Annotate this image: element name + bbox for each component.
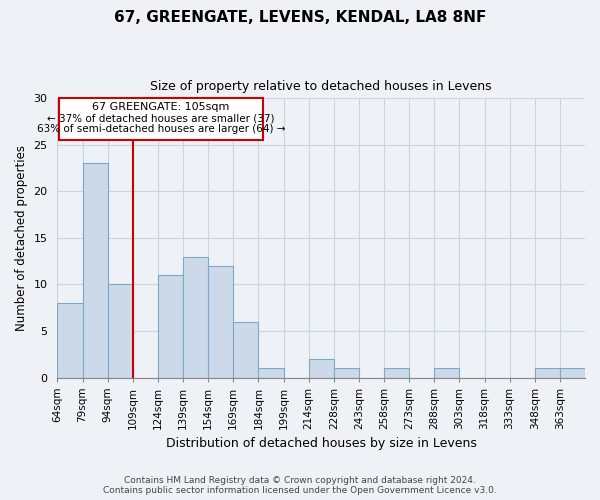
X-axis label: Distribution of detached houses by size in Levens: Distribution of detached houses by size … <box>166 437 476 450</box>
Bar <box>208 266 233 378</box>
Bar <box>259 368 284 378</box>
Text: ← 37% of detached houses are smaller (37): ← 37% of detached houses are smaller (37… <box>47 113 275 123</box>
FancyBboxPatch shape <box>59 98 263 140</box>
Bar <box>560 368 585 378</box>
Bar <box>233 322 259 378</box>
Bar <box>434 368 460 378</box>
Bar <box>107 284 133 378</box>
Text: 63% of semi-detached houses are larger (64) →: 63% of semi-detached houses are larger (… <box>37 124 285 134</box>
Bar <box>308 359 334 378</box>
Bar <box>58 303 83 378</box>
Bar <box>384 368 409 378</box>
Bar <box>535 368 560 378</box>
Text: 67, GREENGATE, LEVENS, KENDAL, LA8 8NF: 67, GREENGATE, LEVENS, KENDAL, LA8 8NF <box>114 10 486 25</box>
Text: Contains HM Land Registry data © Crown copyright and database right 2024.
Contai: Contains HM Land Registry data © Crown c… <box>103 476 497 495</box>
Y-axis label: Number of detached properties: Number of detached properties <box>15 145 28 331</box>
Bar <box>83 164 107 378</box>
Bar <box>183 256 208 378</box>
Title: Size of property relative to detached houses in Levens: Size of property relative to detached ho… <box>151 80 492 93</box>
Bar <box>334 368 359 378</box>
Bar <box>158 275 183 378</box>
Text: 67 GREENGATE: 105sqm: 67 GREENGATE: 105sqm <box>92 102 230 112</box>
